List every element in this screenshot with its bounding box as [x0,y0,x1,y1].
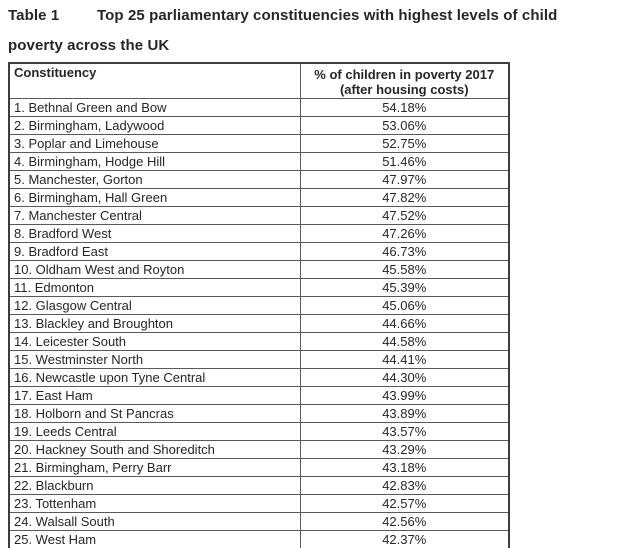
table-row: 24. Walsall South 42.56% [8,512,510,531]
table-row: 11. Edmonton 45.39% [8,278,510,297]
constituency-cell: 16. Newcastle upon Tyne Central [8,368,301,387]
constituency-cell: 17. East Ham [8,386,301,405]
table-row: 6. Birmingham, Hall Green 47.82% [8,188,510,207]
percent-cell: 43.29% [299,440,510,459]
constituency-cell: 22. Blackburn [8,476,301,495]
constituency-cell: 5. Manchester, Gorton [8,170,301,189]
table-row: 19. Leeds Central 43.57% [8,422,510,441]
constituency-cell: 4. Birmingham, Hodge Hill [8,152,301,171]
percent-cell: 47.52% [299,206,510,225]
constituency-cell: 7. Manchester Central [8,206,301,225]
constituency-cell: 8. Bradford West [8,224,301,243]
percent-column-header: % of children in poverty 2017 (after hou… [299,62,510,99]
constituency-cell: 9. Bradford East [8,242,301,261]
header-row: Constituency % of children in poverty 20… [8,62,510,99]
percent-cell: 42.37% [299,530,510,548]
percent-cell: 44.30% [299,368,510,387]
percent-cell: 45.06% [299,296,510,315]
table-row: 21. Birmingham, Perry Barr 43.18% [8,458,510,477]
percent-cell: 43.18% [299,458,510,477]
table-row: 12. Glasgow Central 45.06% [8,296,510,315]
table-row: 2. Birmingham, Ladywood 53.06% [8,116,510,135]
percent-cell: 42.83% [299,476,510,495]
percent-cell: 43.99% [299,386,510,405]
table-row: 8. Bradford West 47.26% [8,224,510,243]
percent-cell: 45.39% [299,278,510,297]
table-row: 16. Newcastle upon Tyne Central 44.30% [8,368,510,387]
percent-cell: 42.56% [299,512,510,531]
table-row: 22. Blackburn 42.83% [8,476,510,495]
percent-cell: 44.58% [299,332,510,351]
table-row: 3. Poplar and Limehouse 52.75% [8,134,510,153]
constituency-cell: 14. Leicester South [8,332,301,351]
constituency-cell: 24. Walsall South [8,512,301,531]
constituency-cell: 25. West Ham [8,530,301,548]
percent-cell: 52.75% [299,134,510,153]
percent-cell: 53.06% [299,116,510,135]
percent-header-line1: % of children in poverty 2017 [314,67,495,82]
percent-cell: 47.82% [299,188,510,207]
table-row: 9. Bradford East 46.73% [8,242,510,261]
child-poverty-table: Constituency % of children in poverty 20… [8,62,510,548]
table-row: 14. Leicester South 44.58% [8,332,510,351]
percent-cell: 46.73% [299,242,510,261]
table-title-line2: poverty across the UK [8,37,170,54]
constituency-cell: 11. Edmonton [8,278,301,297]
constituency-cell: 19. Leeds Central [8,422,301,441]
percent-cell: 44.41% [299,350,510,369]
table-row: 15. Westminster North 44.41% [8,350,510,369]
table-row: 18. Holborn and St Pancras 43.89% [8,404,510,423]
constituency-cell: 1. Bethnal Green and Bow [8,98,301,117]
table-row: 23. Tottenham 42.57% [8,494,510,513]
table-row: 13. Blackley and Broughton 44.66% [8,314,510,333]
table-row: 20. Hackney South and Shoreditch 43.29% [8,440,510,459]
constituency-cell: 20. Hackney South and Shoreditch [8,440,301,459]
constituency-column-header: Constituency [8,62,301,99]
percent-cell: 44.66% [299,314,510,333]
constituency-cell: 15. Westminster North [8,350,301,369]
percent-cell: 47.97% [299,170,510,189]
table-number-label: Table 1 [8,7,60,24]
table-row: 1. Bethnal Green and Bow 54.18% [8,98,510,117]
constituency-cell: 13. Blackley and Broughton [8,314,301,333]
constituency-cell: 3. Poplar and Limehouse [8,134,301,153]
table-caption: Table 1 Top 25 parliamentary constituenci… [8,1,630,61]
constituency-cell: 6. Birmingham, Hall Green [8,188,301,207]
table-row: 4. Birmingham, Hodge Hill 51.46% [8,152,510,171]
table-caption-line1: Table 1 Top 25 parliamentary constituenci… [8,1,630,31]
constituency-cell: 2. Birmingham, Ladywood [8,116,301,135]
percent-cell: 45.58% [299,260,510,279]
percent-cell: 43.89% [299,404,510,423]
table-head: Constituency % of children in poverty 20… [8,62,510,99]
table-title-line1: Top 25 parliamentary constituencies with… [97,7,558,24]
constituency-cell: 18. Holborn and St Pancras [8,404,301,423]
percent-cell: 42.57% [299,494,510,513]
constituency-cell: 23. Tottenham [8,494,301,513]
percent-cell: 47.26% [299,224,510,243]
table-row: 7. Manchester Central 47.52% [8,206,510,225]
table-row: 5. Manchester, Gorton 47.97% [8,170,510,189]
table-row: 25. West Ham 42.37% [8,530,510,548]
table-body: 1. Bethnal Green and Bow 54.18% 2. Birming… [8,98,510,548]
table-row: 10. Oldham West and Royton 45.58% [8,260,510,279]
percent-header-line2: (after housing costs) [339,82,469,97]
constituency-cell: 21. Birmingham, Perry Barr [8,458,301,477]
percent-cell: 54.18% [299,98,510,117]
percent-cell: 43.57% [299,422,510,441]
percent-cell: 51.46% [299,152,510,171]
table-row: 17. East Ham 43.99% [8,386,510,405]
constituency-cell: 10. Oldham West and Royton [8,260,301,279]
constituency-cell: 12. Glasgow Central [8,296,301,315]
